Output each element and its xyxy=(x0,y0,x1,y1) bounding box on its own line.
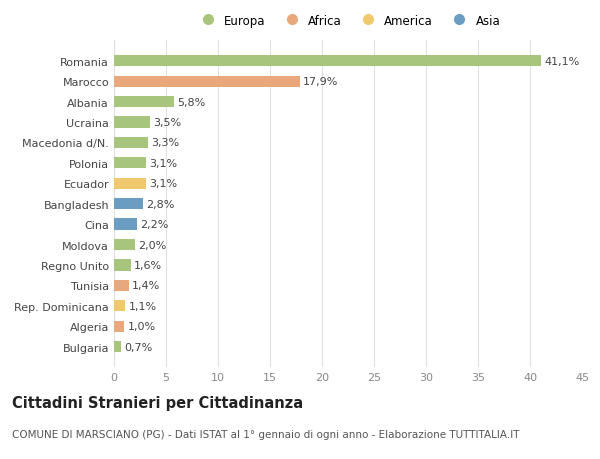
Bar xyxy=(114,178,146,190)
Text: 3,3%: 3,3% xyxy=(151,138,179,148)
Bar xyxy=(114,56,541,67)
Text: 17,9%: 17,9% xyxy=(303,77,338,87)
Text: 3,1%: 3,1% xyxy=(149,179,178,189)
Text: 2,8%: 2,8% xyxy=(146,199,175,209)
Text: 1,4%: 1,4% xyxy=(131,281,160,291)
Bar xyxy=(114,77,300,88)
Text: 2,2%: 2,2% xyxy=(140,219,169,230)
Text: COMUNE DI MARSCIANO (PG) - Dati ISTAT al 1° gennaio di ogni anno - Elaborazione : COMUNE DI MARSCIANO (PG) - Dati ISTAT al… xyxy=(12,429,520,439)
Bar xyxy=(114,219,137,230)
Legend: Europa, Africa, America, Asia: Europa, Africa, America, Asia xyxy=(191,10,505,32)
Bar xyxy=(114,97,175,108)
Text: 3,1%: 3,1% xyxy=(149,158,178,168)
Text: 1,0%: 1,0% xyxy=(128,321,155,331)
Bar xyxy=(114,280,128,291)
Text: 2,0%: 2,0% xyxy=(138,240,166,250)
Text: 3,5%: 3,5% xyxy=(154,118,182,128)
Text: Cittadini Stranieri per Cittadinanza: Cittadini Stranieri per Cittadinanza xyxy=(12,395,303,410)
Bar xyxy=(114,240,135,251)
Text: 1,6%: 1,6% xyxy=(134,260,162,270)
Bar xyxy=(114,117,151,129)
Text: 41,1%: 41,1% xyxy=(545,57,580,67)
Text: 5,8%: 5,8% xyxy=(178,97,206,107)
Bar xyxy=(114,260,131,271)
Bar xyxy=(114,341,121,353)
Bar xyxy=(114,138,148,149)
Bar xyxy=(114,321,124,332)
Bar xyxy=(114,158,146,169)
Bar xyxy=(114,301,125,312)
Text: 1,1%: 1,1% xyxy=(128,301,157,311)
Text: 0,7%: 0,7% xyxy=(124,342,152,352)
Bar xyxy=(114,199,143,210)
